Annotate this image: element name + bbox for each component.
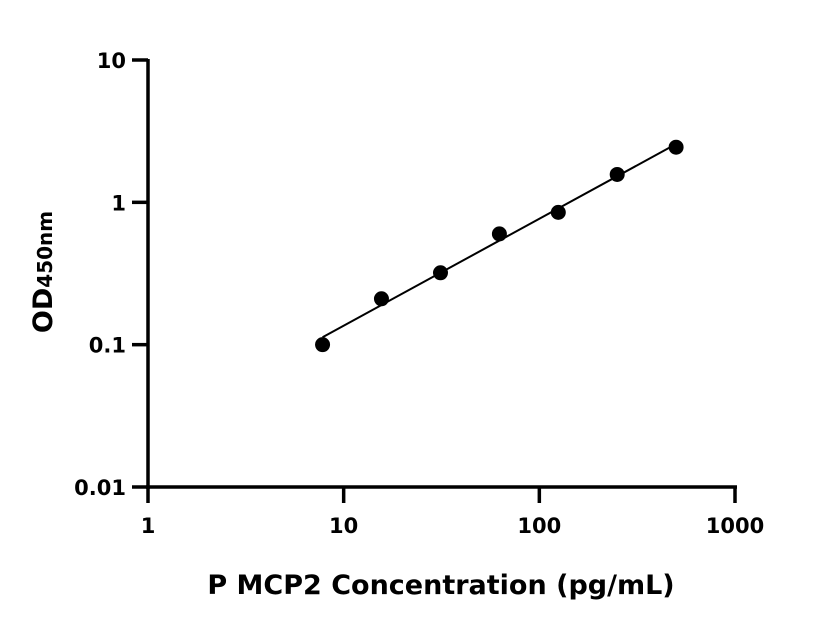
data-point [609,166,625,182]
data-point [373,291,389,307]
y-axis-title-sub: 450nm [33,211,57,288]
data-point [668,139,684,155]
x-tick-label: 1000 [706,514,764,538]
x-tick-label: 100 [517,514,561,538]
y-tick-label: 10 [97,49,126,73]
y-tick-label: 1 [111,191,126,215]
y-tick-label: 0.1 [89,334,126,358]
y-tick-label: 0.01 [74,476,126,500]
data-point [315,337,331,353]
x-tick-label: 10 [329,514,358,538]
data-points [315,139,684,353]
ticks: 1 10 100 1000 0.01 0.1 1 10 [74,49,764,538]
data-point [432,265,448,281]
x-axis-title: P MCP2 Concentration (pg/mL) [207,570,674,601]
y-axis-title-main: OD [28,288,59,333]
data-point [491,226,507,242]
data-point [550,204,566,220]
y-axis-title: OD450nm [28,211,59,333]
axes [146,59,737,489]
x-tick-label: 1 [141,514,156,538]
